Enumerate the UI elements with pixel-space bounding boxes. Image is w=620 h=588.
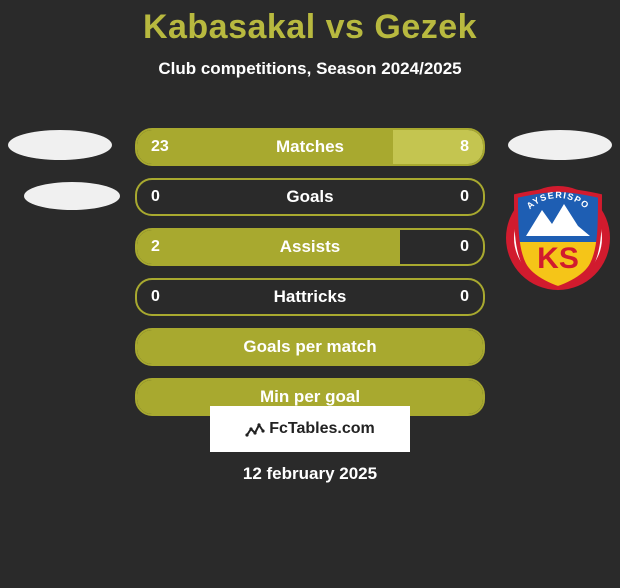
player-right-avatar (508, 130, 612, 160)
stat-value-right: 0 (460, 230, 469, 264)
fctables-label: FcTables.com (269, 420, 375, 438)
comparison-bars: Matches238Goals00Assists20Hattricks00Goa… (135, 128, 485, 428)
stat-label: Goals per match (137, 330, 483, 364)
date-text: 12 february 2025 (0, 464, 620, 484)
subtitle: Club competitions, Season 2024/2025 (0, 59, 620, 79)
stat-label: Hattricks (137, 280, 483, 314)
stat-value-right: 0 (460, 280, 469, 314)
stat-value-left: 0 (151, 180, 160, 214)
stat-value-right: 8 (460, 130, 469, 164)
stat-value-left: 23 (151, 130, 169, 164)
stat-label: Goals (137, 180, 483, 214)
player-left-avatar (8, 130, 120, 210)
stat-bar: Goals per match (135, 328, 485, 366)
stat-label: Assists (137, 230, 483, 264)
stat-bar: Matches23 8 (135, 128, 485, 166)
stat-bar: Goals0 0 (135, 178, 485, 216)
stat-bar: Hattricks0 0 (135, 278, 485, 316)
stat-label: Min per goal (137, 380, 483, 414)
stat-bar: Min per goal (135, 378, 485, 416)
stat-value-left: 0 (151, 280, 160, 314)
badge-letters: KS (537, 242, 579, 275)
club-badge-icon: AYSERISPO KS (504, 184, 612, 292)
stat-bar: Assists2 0 (135, 228, 485, 266)
stat-label: Matches (137, 130, 483, 164)
stat-value-left: 2 (151, 230, 160, 264)
page-title: Kabasakal vs Gezek (0, 8, 620, 47)
fctables-logo-icon (245, 419, 265, 439)
stat-value-right: 0 (460, 180, 469, 214)
